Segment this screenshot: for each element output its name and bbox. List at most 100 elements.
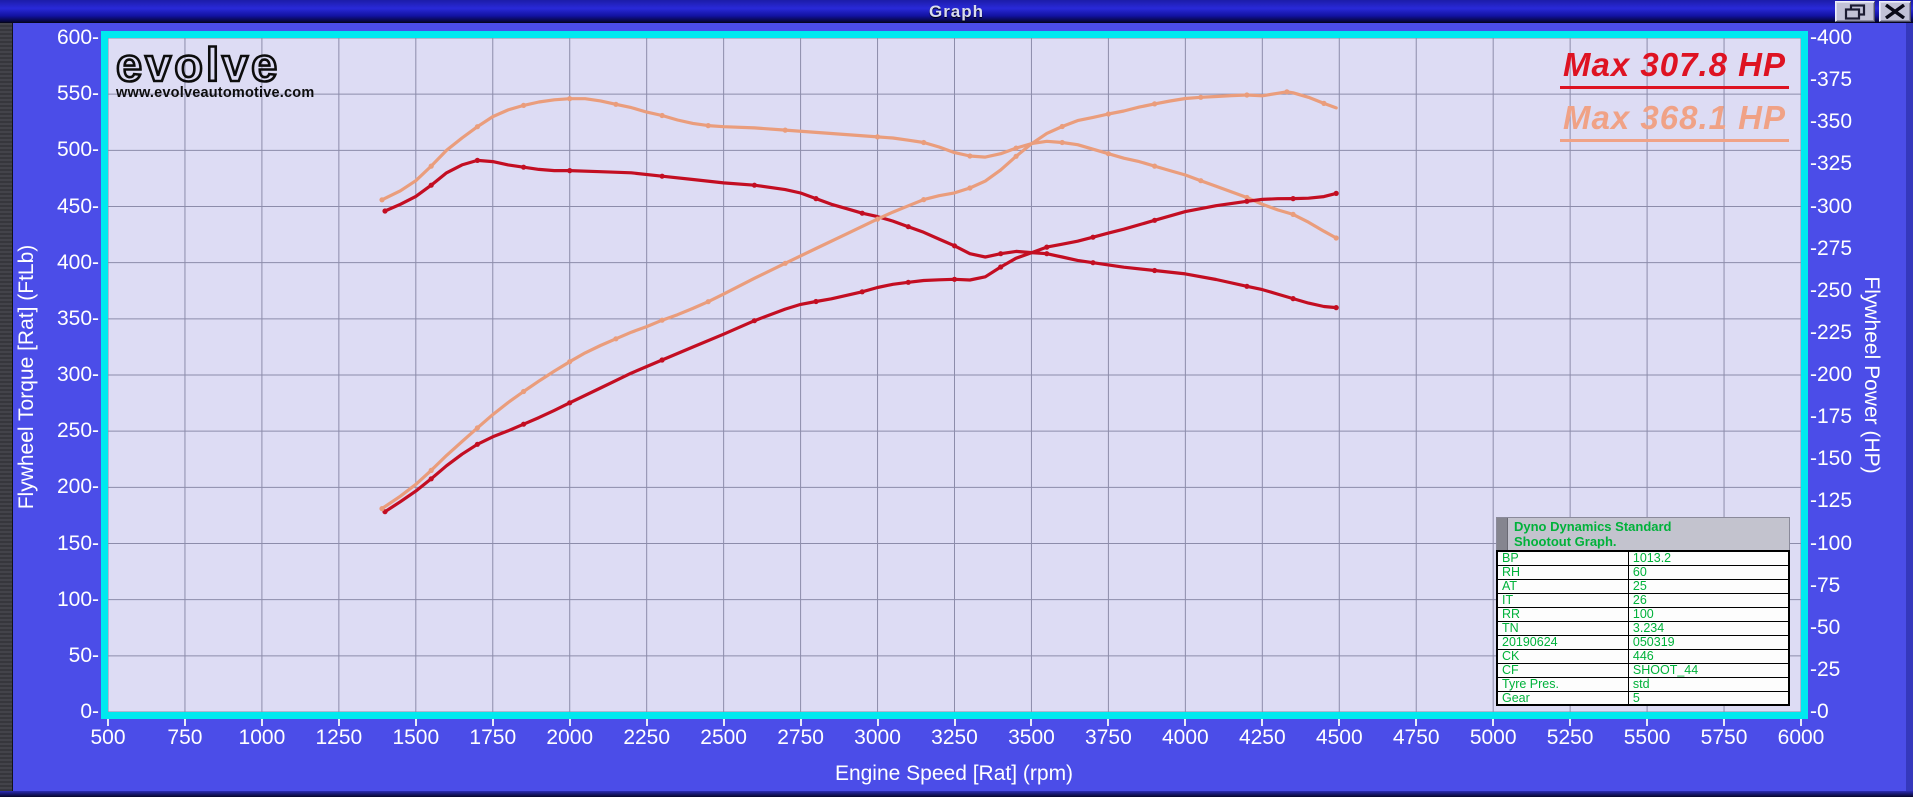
info-row: Tyre Pres. std	[1496, 676, 1790, 692]
info-row-value: 25	[1627, 578, 1790, 594]
data-point-marker	[1198, 94, 1204, 100]
info-row: 20190624 050319	[1496, 634, 1790, 650]
rpm-tick-mark	[799, 719, 802, 726]
restore-button[interactable]	[1835, 1, 1875, 22]
rpm-tick-mark	[1415, 719, 1418, 726]
info-row-label: AT	[1496, 578, 1629, 594]
data-point-marker	[905, 279, 911, 285]
data-point-marker	[998, 251, 1004, 257]
data-point-marker	[813, 298, 819, 305]
evolve-website: www.evolveautomotive.com	[116, 85, 315, 101]
data-point-marker	[428, 476, 434, 482]
power-tick-label: -400	[1810, 26, 1853, 49]
info-row-label: Gear	[1496, 690, 1629, 706]
data-point-marker	[1013, 153, 1019, 159]
rpm-tick-mark	[722, 719, 725, 726]
power-tick-label: -325	[1810, 152, 1853, 176]
rpm-tick-label: 3250	[931, 726, 978, 749]
info-row-value: 60	[1627, 564, 1790, 580]
data-point-marker	[1059, 123, 1065, 130]
power-tick-label: -100	[1810, 531, 1853, 555]
info-row-label: CF	[1496, 662, 1629, 678]
rpm-tick-label: 5250	[1546, 726, 1594, 749]
close-button[interactable]	[1879, 1, 1911, 22]
data-point-marker	[1290, 211, 1296, 217]
data-point-marker	[567, 168, 573, 174]
data-point-marker	[428, 163, 434, 169]
rpm-tick-mark	[1107, 719, 1110, 726]
rpm-tick-label: 2500	[700, 726, 747, 749]
rpm-tick-mark	[1800, 719, 1802, 726]
info-row-label: TN	[1496, 620, 1629, 636]
torque-tick-label: 0-	[80, 700, 99, 723]
rpm-tick-mark	[1261, 719, 1264, 726]
data-point-marker	[521, 102, 527, 108]
data-point-marker	[1290, 296, 1296, 302]
evolve-logo: evolve www.evolveautomotive.com	[115, 38, 315, 101]
rpm-tick-label: 4500	[1315, 726, 1363, 749]
rpm-tick-label: 2750	[777, 726, 824, 749]
data-point-marker	[659, 112, 665, 119]
rpm-tick-mark	[568, 719, 571, 726]
info-row-value: 100	[1627, 606, 1790, 622]
info-row-label: RR	[1496, 606, 1629, 622]
data-point-marker	[1321, 100, 1327, 106]
data-point-marker	[474, 124, 480, 130]
torque-tick-label: 200-	[56, 475, 99, 499]
torque-tick-label: 150-	[56, 531, 99, 555]
data-point-marker	[998, 264, 1004, 270]
power-curve-run2	[380, 90, 1338, 511]
torque-tick-label: 450-	[56, 194, 99, 218]
rpm-tick-mark	[645, 719, 648, 726]
torque-tick-label: 550-	[56, 82, 99, 106]
data-point-marker	[1044, 251, 1050, 257]
rpm-tick-mark	[953, 719, 956, 726]
power-curve-run1	[383, 191, 1338, 514]
info-row-value: 1013.2	[1627, 550, 1790, 566]
data-point-marker	[567, 359, 573, 365]
power-tick-label: -225	[1810, 320, 1853, 344]
data-point-marker	[1333, 190, 1339, 196]
info-row-label: IT	[1496, 592, 1629, 608]
rpm-tick-label: 1000	[238, 726, 286, 749]
info-row: AT 25	[1496, 578, 1790, 594]
power-tick-label: -250	[1810, 278, 1853, 302]
data-point-marker	[1152, 217, 1158, 223]
window-bottom-border	[0, 791, 1913, 797]
legend-max-hp-run1: Max 307.8 HP	[1560, 46, 1789, 89]
data-point-marker	[782, 260, 788, 266]
torque-tick-label: 100-	[56, 587, 99, 611]
info-row: TN 3.234	[1496, 620, 1790, 636]
window-title: Graph	[928, 2, 985, 21]
restore-icon	[1844, 3, 1866, 20]
data-point-marker	[659, 173, 665, 179]
rpm-tick-mark	[337, 719, 340, 726]
window-titlebar[interactable]: Graph	[0, 0, 1913, 23]
rpm-tick-label: 750	[167, 726, 203, 749]
data-point-marker	[1333, 235, 1339, 241]
torque-tick-label: 50-	[68, 643, 99, 667]
rpm-tick-mark	[1646, 719, 1649, 726]
data-point-marker	[859, 210, 865, 216]
data-point-marker	[382, 208, 388, 214]
info-row-value: 446	[1627, 648, 1790, 664]
rpm-tick-label: 3000	[854, 726, 901, 749]
data-point-marker	[1244, 92, 1250, 98]
power-tick-label: -275	[1810, 236, 1853, 260]
info-row: CK 446	[1496, 648, 1790, 664]
data-point-marker	[1044, 244, 1050, 250]
info-row-value: 26	[1627, 592, 1790, 608]
torque-curve-run2	[380, 97, 1338, 240]
evolve-logo-text: evolve	[115, 38, 281, 91]
rpm-tick-mark	[1184, 719, 1187, 726]
data-point-marker	[1333, 305, 1339, 311]
info-row-value: 3.234	[1627, 620, 1790, 636]
data-point-marker	[1244, 283, 1250, 289]
rpm-tick-label: 3500	[1008, 726, 1055, 749]
info-row: IT 26	[1496, 592, 1790, 608]
close-icon	[1885, 4, 1905, 19]
data-point-marker	[428, 182, 434, 188]
data-point-marker	[1244, 194, 1250, 201]
rpm-tick-label: 1500	[392, 726, 440, 749]
